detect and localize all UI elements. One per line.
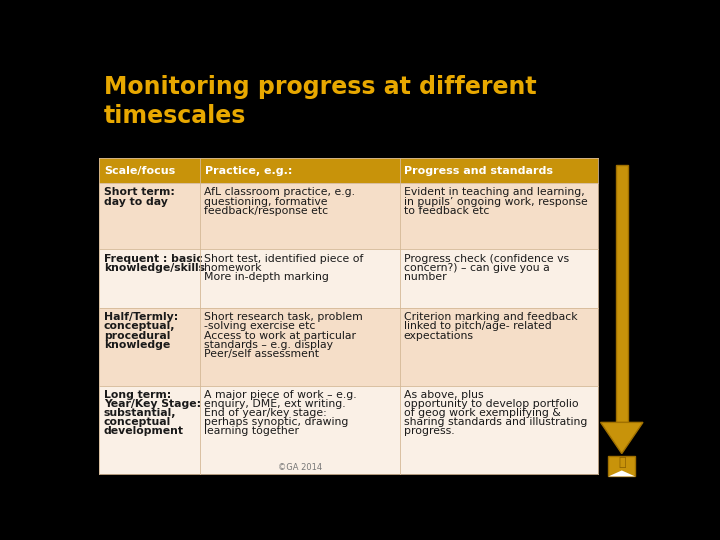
Text: Access to work at particular: Access to work at particular [204, 330, 356, 341]
Text: conceptual,: conceptual, [104, 321, 176, 332]
Text: Peer/self assessment: Peer/self assessment [204, 349, 320, 359]
Bar [99, 158, 598, 183]
Text: in pupils’ ongoing work, response: in pupils’ ongoing work, response [404, 197, 588, 207]
Text: development: development [104, 426, 184, 436]
Text: to feedback etc: to feedback etc [404, 206, 489, 216]
Text: Short test, identified piece of: Short test, identified piece of [204, 254, 364, 264]
Bar [99, 249, 598, 308]
Text: of geog work exemplifying &: of geog work exemplifying & [404, 408, 560, 418]
Text: enquiry, DME, ext writing.: enquiry, DME, ext writing. [204, 399, 346, 409]
Text: feedback/response etc: feedback/response etc [204, 206, 328, 216]
Text: Short research task, problem: Short research task, problem [204, 312, 363, 322]
Text: Monitoring progress at different: Monitoring progress at different [104, 75, 536, 99]
Text: Long term:: Long term: [104, 390, 171, 400]
Bar [99, 183, 598, 249]
Text: concern?) – can give you a: concern?) – can give you a [404, 263, 549, 273]
Text: substantial,: substantial, [104, 408, 176, 418]
Text: Half/Termly:: Half/Termly: [104, 312, 179, 322]
Text: ⧖: ⧖ [618, 456, 626, 469]
Bar [608, 456, 635, 476]
Text: Frequent : basic: Frequent : basic [104, 254, 203, 264]
Polygon shape [600, 422, 643, 454]
Text: -solving exercise etc: -solving exercise etc [204, 321, 316, 332]
Text: standards – e.g. display: standards – e.g. display [204, 340, 333, 350]
Text: progress.: progress. [404, 426, 454, 436]
Text: procedural: procedural [104, 330, 171, 341]
Text: Practice, e.g.:: Practice, e.g.: [205, 166, 292, 176]
Text: AfL classroom practice, e.g.: AfL classroom practice, e.g. [204, 187, 356, 198]
Text: knowledge: knowledge [104, 340, 170, 350]
Text: ©GA 2014: ©GA 2014 [278, 463, 322, 472]
Text: perhaps synoptic, drawing: perhaps synoptic, drawing [204, 417, 348, 427]
Text: opportunity to develop portfolio: opportunity to develop portfolio [404, 399, 578, 409]
Text: sharing standards and illustrating: sharing standards and illustrating [404, 417, 587, 427]
Text: conceptual: conceptual [104, 417, 171, 427]
Text: More in-depth marking: More in-depth marking [204, 272, 329, 282]
Text: Year/Key Stage:: Year/Key Stage: [104, 399, 201, 409]
Text: End of year/key stage:: End of year/key stage: [204, 408, 327, 418]
Bar [616, 165, 628, 422]
Text: day to day: day to day [104, 197, 168, 207]
Text: learning together: learning together [204, 426, 300, 436]
Text: Progress check (confidence vs: Progress check (confidence vs [404, 254, 569, 264]
Text: Progress and standards: Progress and standards [404, 166, 553, 176]
Text: homework: homework [204, 263, 262, 273]
Bar [99, 386, 598, 474]
Text: A major piece of work – e.g.: A major piece of work – e.g. [204, 390, 357, 400]
Bar [99, 308, 598, 386]
Text: Evident in teaching and learning,: Evident in teaching and learning, [404, 187, 585, 198]
Text: expectations: expectations [404, 330, 474, 341]
Text: timescales: timescales [104, 104, 246, 129]
Text: number: number [404, 272, 446, 282]
Polygon shape [608, 470, 635, 476]
Text: questioning, formative: questioning, formative [204, 197, 328, 207]
Text: As above, plus: As above, plus [404, 390, 483, 400]
Text: Criterion marking and feedback: Criterion marking and feedback [404, 312, 577, 322]
Text: linked to pitch/age- related: linked to pitch/age- related [404, 321, 552, 332]
Text: Scale/focus: Scale/focus [104, 166, 176, 176]
Text: Short term:: Short term: [104, 187, 175, 198]
Text: knowledge/skills: knowledge/skills [104, 263, 205, 273]
